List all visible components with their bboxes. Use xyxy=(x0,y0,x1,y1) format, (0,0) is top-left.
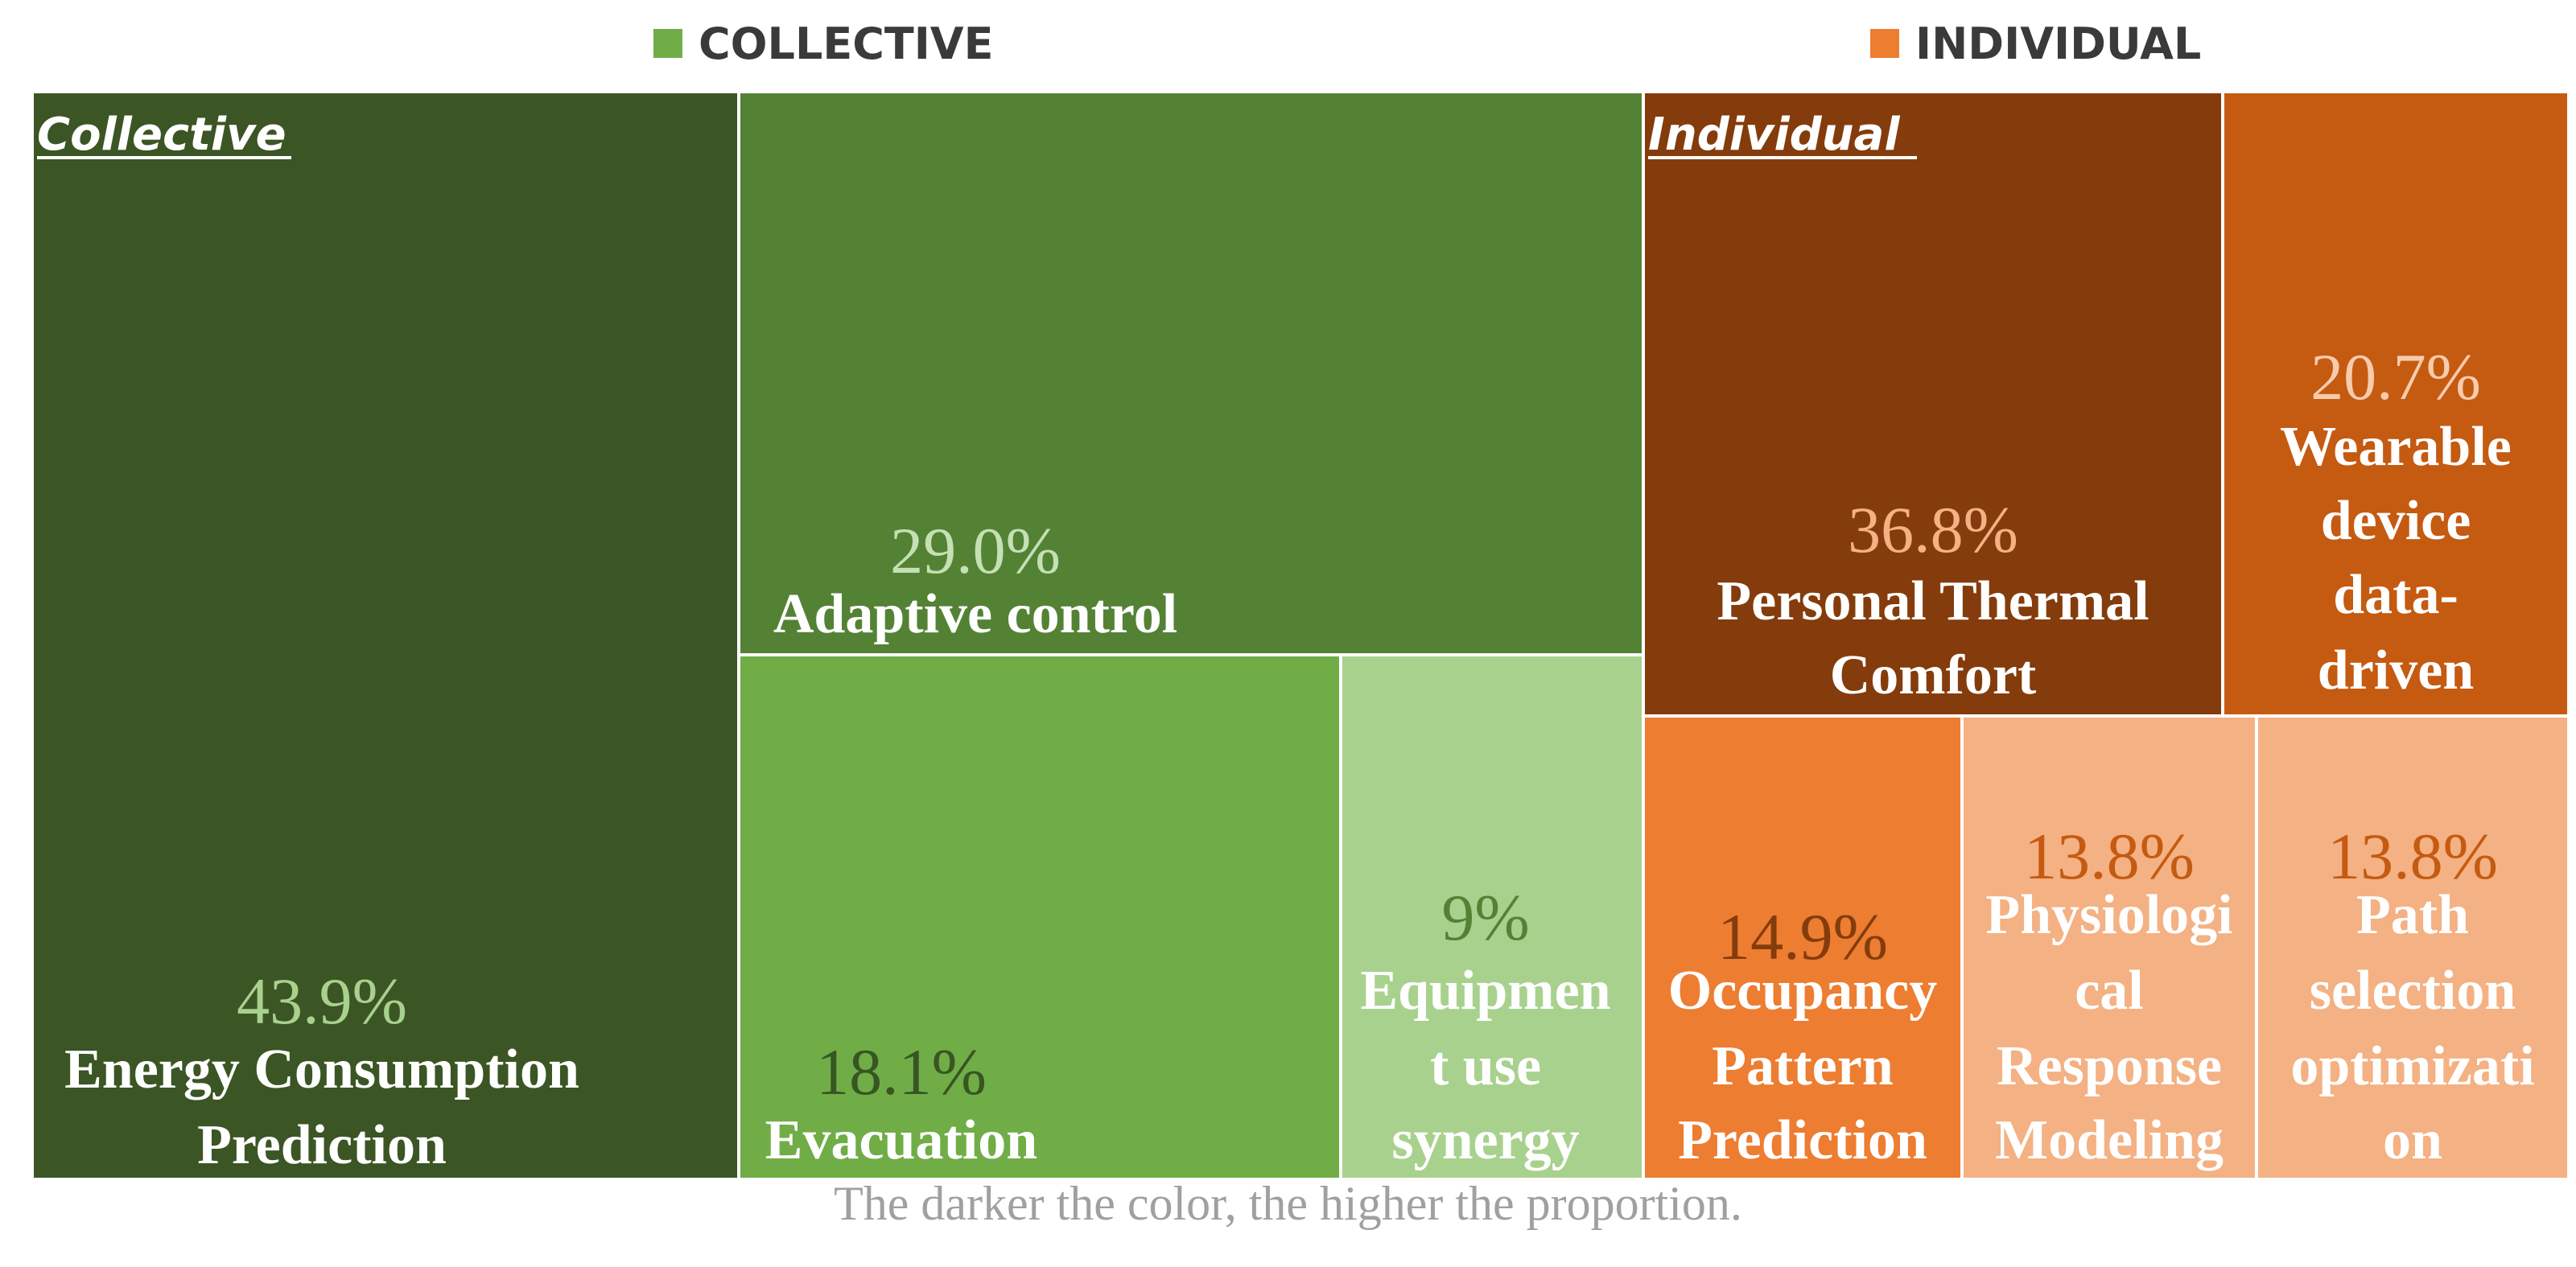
treemap-cell xyxy=(737,653,1342,1181)
cell-label: Comfort xyxy=(1830,644,2037,706)
chart-caption: The darker the color, the higher the pro… xyxy=(834,1177,1742,1230)
cell-label: Adaptive control xyxy=(773,583,1177,645)
cell-label: selection xyxy=(2310,960,2516,1022)
cell-percentage: 43.9% xyxy=(237,965,407,1038)
cell-label: Evacuation xyxy=(765,1109,1037,1171)
cell-label: Path xyxy=(2356,884,2469,946)
treemap-cell xyxy=(31,90,740,1181)
cell-label: Occupancy xyxy=(1668,960,1937,1022)
treemap-cell xyxy=(1339,653,1645,1181)
cell-label: Energy Consumption xyxy=(64,1039,579,1100)
cell-label: Physiologi xyxy=(1985,884,2232,946)
group-title: Collective xyxy=(37,109,286,161)
legend-swatch-individual xyxy=(1870,29,1899,58)
treemap-cell xyxy=(1642,714,1964,1181)
cell-label: Response xyxy=(1997,1035,2222,1097)
cell-label: Equipmen xyxy=(1360,960,1610,1022)
cell-percentage: 18.1% xyxy=(816,1035,987,1109)
cell-label: driven xyxy=(2318,640,2474,701)
cell-label: synergy xyxy=(1391,1109,1579,1171)
cell-label: cal xyxy=(2075,960,2144,1022)
cell-label: optimizati xyxy=(2290,1035,2534,1097)
cell-label: Modeling xyxy=(1995,1109,2224,1171)
cell-label: on xyxy=(2383,1109,2442,1171)
cell-label: Prediction xyxy=(197,1114,447,1176)
legend-individual: INDIVIDUAL xyxy=(1870,11,2201,76)
treemap-cell xyxy=(2221,90,2570,718)
treemap-cell xyxy=(1960,714,2258,1181)
treemap-cell xyxy=(737,90,1645,656)
cell-percentage: 36.8% xyxy=(1848,493,2018,566)
cell-label: t use xyxy=(1430,1035,1541,1097)
treemap-cell xyxy=(2255,714,2570,1181)
cell-label: Wearable xyxy=(2280,416,2512,478)
group-title: Individual xyxy=(1648,109,1900,161)
cell-label: device xyxy=(2321,490,2471,552)
cell-percentage: 20.7% xyxy=(2310,340,2481,413)
legend-swatch-collective xyxy=(653,29,682,58)
cell-percentage: 14.9% xyxy=(1717,900,1888,973)
cell-percentage: 9% xyxy=(1441,881,1529,954)
cell-label: Prediction xyxy=(1678,1109,1927,1171)
cell-label: data- xyxy=(2333,564,2459,626)
cell-label: Personal Thermal xyxy=(1717,570,2149,632)
cell-percentage: 29.0% xyxy=(890,514,1061,587)
treemap-cell xyxy=(1642,90,2224,718)
cell-label: Pattern xyxy=(1712,1035,1893,1097)
cell-percentage: 13.8% xyxy=(2024,820,2195,893)
legend-collective: COLLECTIVE xyxy=(653,11,993,76)
cell-percentage: 13.8% xyxy=(2327,820,2498,893)
legend-label-collective: COLLECTIVE xyxy=(699,18,994,69)
legend-label-individual: INDIVIDUAL xyxy=(1915,18,2202,69)
